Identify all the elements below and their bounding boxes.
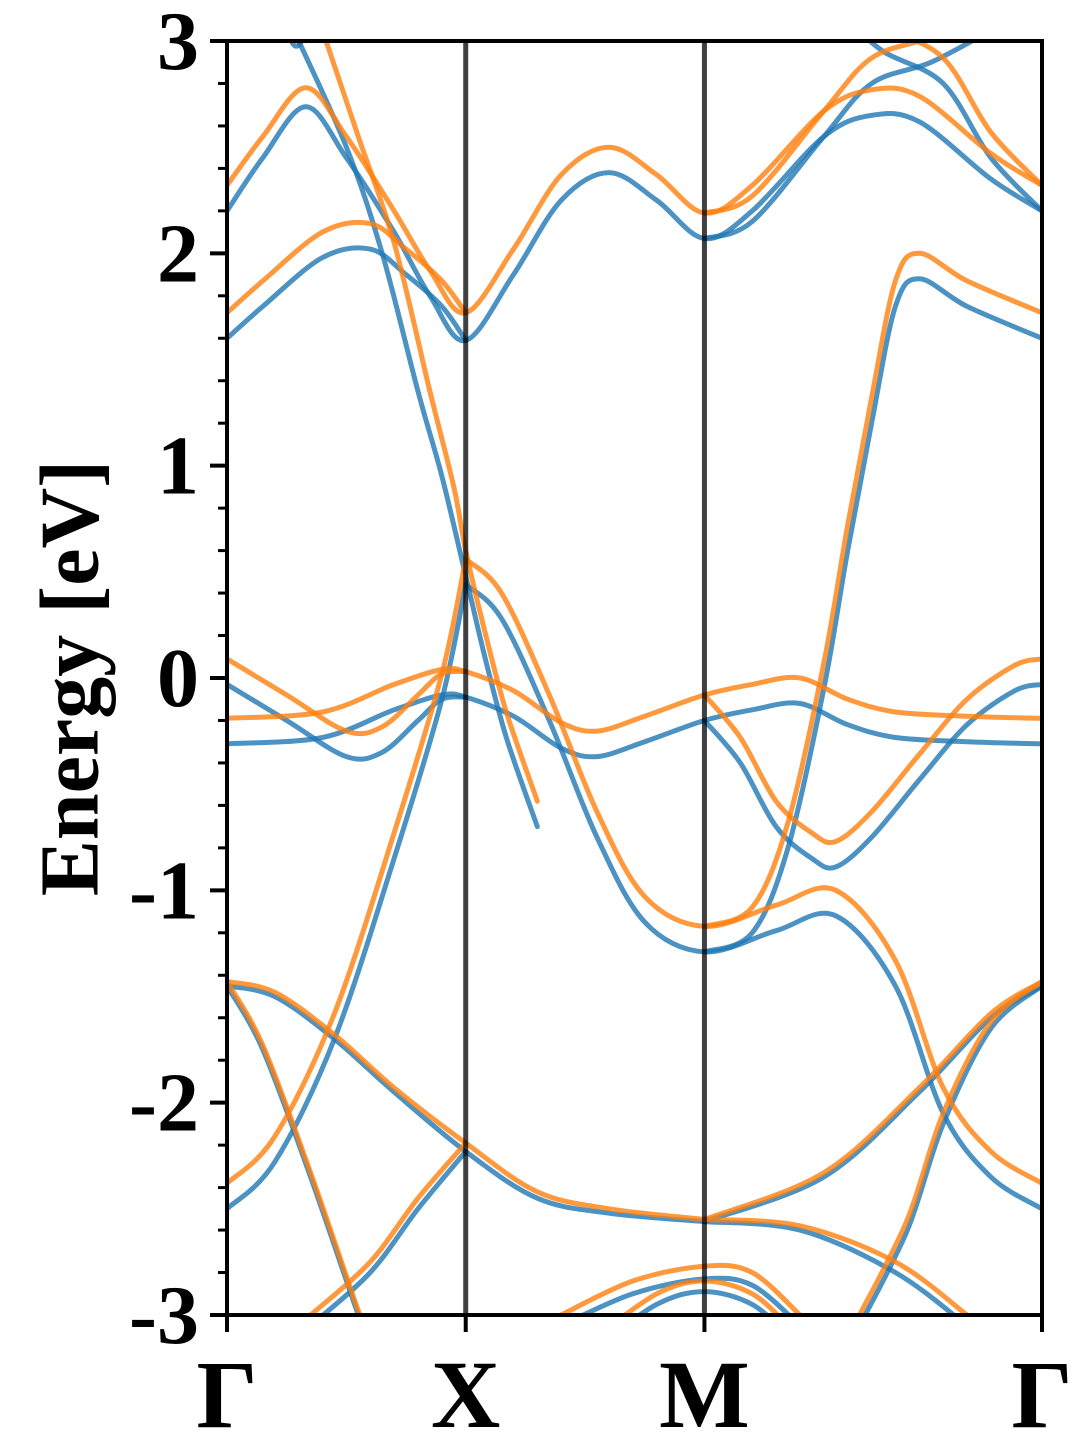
band-line-series1-2	[227, 104, 1042, 343]
band-line-series1-16	[701, 1219, 958, 1315]
band-line-series1-6	[295, 41, 540, 830]
y-tick-label: -2	[129, 1057, 199, 1150]
y-tick-label: -3	[129, 1269, 199, 1362]
band-line-series1-15	[319, 1149, 469, 1315]
y-tick-label: 2	[157, 207, 199, 300]
band-line-series2-13	[227, 979, 363, 1315]
band-line-series2-10	[701, 250, 1042, 929]
band-line-series2-16	[701, 979, 1042, 1222]
y-tick-label: 1	[157, 420, 199, 513]
high-symmetry-lines	[463, 41, 707, 1315]
band-line-series1-12	[227, 983, 707, 1225]
band-line-series2-8	[701, 656, 1042, 846]
band-line-series1-13	[227, 582, 469, 1212]
band-line-series2-19	[857, 979, 1042, 1315]
band-line-series1-20	[862, 983, 1042, 1315]
y-axis: -3 -2 -1 0 1 2 3	[129, 0, 227, 1362]
plot-frame	[225, 39, 1044, 1317]
y-tick-label: 3	[157, 0, 199, 88]
band-line-series2-4	[909, 41, 1042, 188]
band-line-series1-3	[227, 245, 469, 343]
y-axis-label: Energy [eV]	[23, 460, 116, 896]
band-lines	[227, 41, 1042, 1315]
kpoint-label: M	[659, 1341, 750, 1440]
band-line-series2-15	[701, 1217, 970, 1315]
band-line-series1-9	[701, 681, 1042, 871]
kpoint-label: Γ	[196, 1341, 257, 1440]
band-line-series1-10	[463, 582, 1042, 1212]
kpoint-label: Γ	[1011, 1341, 1072, 1440]
band-line-series2-3	[701, 41, 928, 216]
band-line-series2-1	[227, 85, 1042, 316]
band-line-series2-6	[227, 665, 1042, 734]
band-line-series2-11	[227, 979, 707, 1222]
band-line-series1-4	[701, 41, 978, 241]
band-line-series2-14	[308, 1140, 469, 1315]
y-tick-label: -1	[129, 844, 199, 937]
band-line-series2-12	[227, 556, 469, 1186]
band-line-series1-11	[701, 276, 1042, 955]
band-line-series2-2	[227, 219, 469, 316]
band-line-series1-14	[227, 983, 361, 1315]
band-line-series1-5	[866, 41, 1042, 214]
kpoint-label: X	[431, 1341, 500, 1440]
y-tick-label: 0	[157, 632, 199, 725]
